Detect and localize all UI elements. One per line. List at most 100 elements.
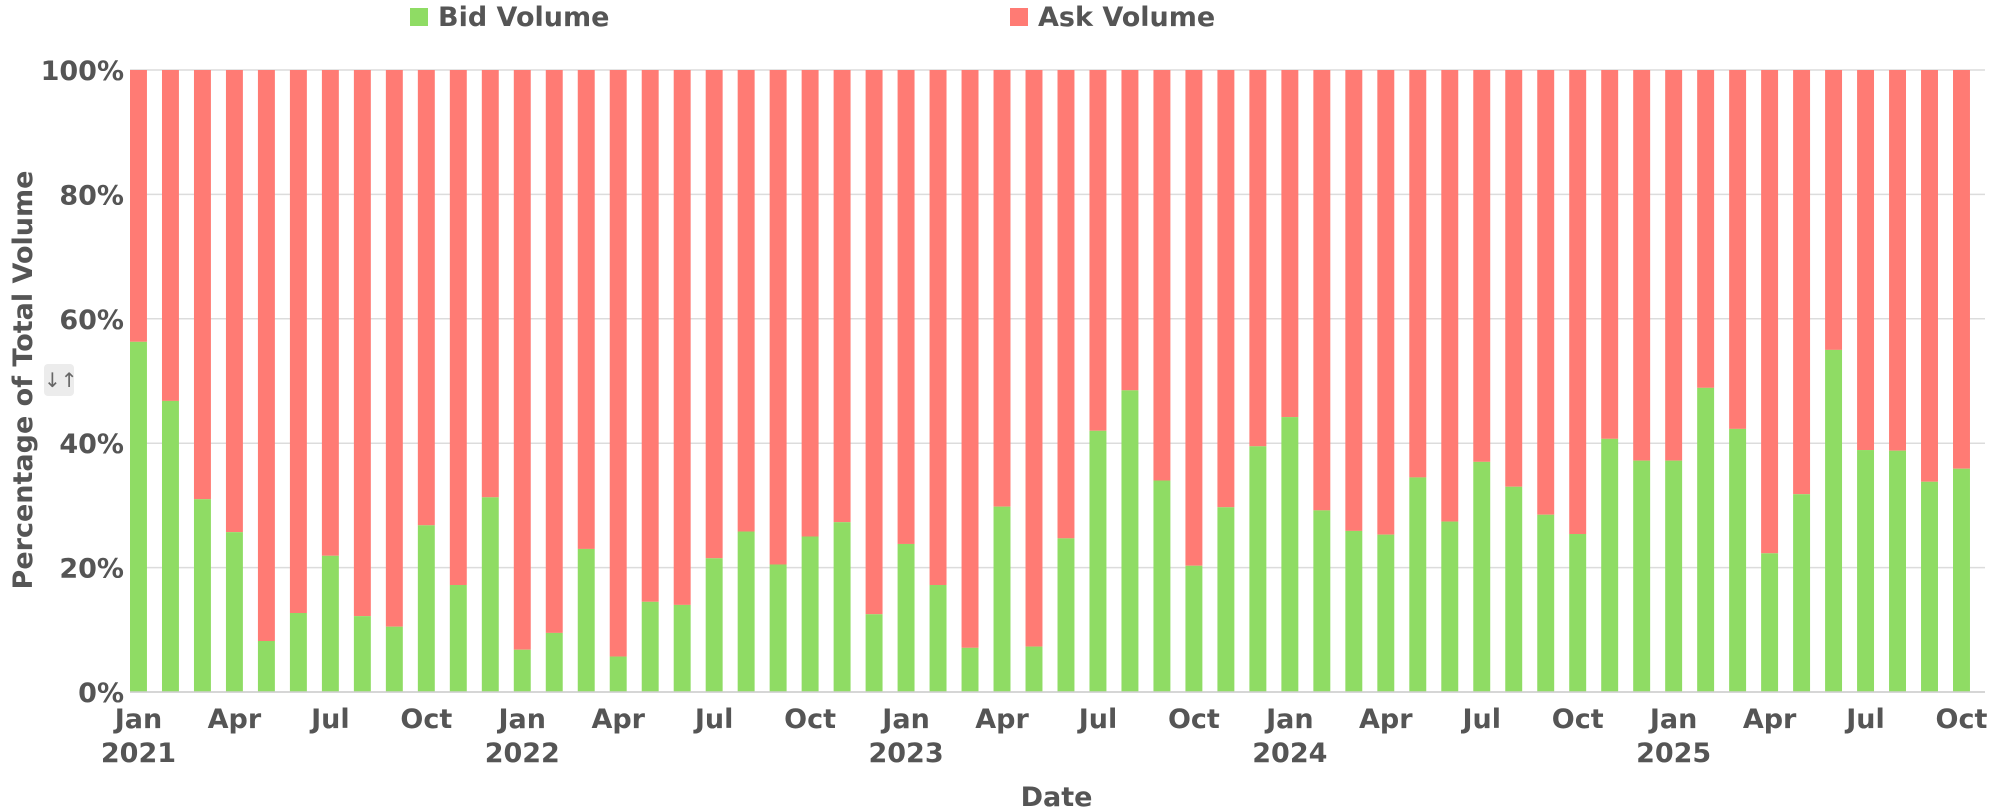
x-tick-year-label: 2025 bbox=[1636, 738, 1711, 769]
bar-ask bbox=[993, 70, 1011, 507]
bar-bid bbox=[897, 543, 915, 692]
bar-bid bbox=[321, 555, 339, 692]
x-tick-label: Apr bbox=[975, 704, 1029, 735]
y-tick-label: 40% bbox=[59, 429, 124, 460]
bar-ask bbox=[961, 70, 979, 648]
bar-ask bbox=[705, 70, 723, 559]
bar-bid bbox=[993, 506, 1011, 692]
x-tick-label: Jul bbox=[1844, 704, 1885, 735]
legend-ask[interactable]: Ask Volume bbox=[1010, 0, 1215, 34]
bar-ask bbox=[225, 70, 243, 533]
x-tick-label: Jan bbox=[880, 704, 930, 735]
bar-bid bbox=[513, 649, 531, 692]
x-tick-label: Jul bbox=[693, 704, 734, 735]
x-tick-label: Apr bbox=[1743, 704, 1797, 735]
x-tick-label: Jul bbox=[1460, 704, 1501, 735]
bar-ask bbox=[1537, 70, 1555, 515]
bar-ask bbox=[1505, 70, 1523, 487]
bar-bid bbox=[1569, 534, 1587, 692]
x-tick-label: Apr bbox=[1359, 704, 1413, 735]
bar-bid bbox=[481, 497, 499, 692]
bar-ask bbox=[1569, 70, 1587, 535]
bar-ask bbox=[1761, 70, 1779, 554]
bar-ask bbox=[385, 70, 403, 627]
bar-ask bbox=[513, 70, 531, 650]
bar-bid bbox=[1793, 494, 1811, 692]
bar-bid bbox=[609, 656, 627, 692]
bar-bid bbox=[1025, 646, 1043, 692]
x-tick-label: Jan bbox=[1264, 704, 1314, 735]
bar-ask bbox=[417, 70, 435, 526]
bar-ask bbox=[1217, 70, 1235, 508]
bar-bid bbox=[1249, 446, 1267, 692]
bar-ask bbox=[545, 70, 563, 633]
bar-ask bbox=[1953, 70, 1970, 469]
bar-bid bbox=[130, 341, 147, 692]
bar-bid bbox=[1153, 480, 1171, 692]
bar-bid bbox=[1281, 417, 1299, 692]
bar-bid bbox=[1729, 428, 1747, 692]
bar-ask bbox=[1185, 70, 1203, 566]
legend-bid-swatch bbox=[410, 8, 428, 26]
legend-bid-label: Bid Volume bbox=[438, 1, 610, 33]
bar-bid bbox=[801, 536, 819, 692]
bar-bid bbox=[545, 632, 563, 692]
bar-ask bbox=[577, 70, 595, 549]
x-tick-year-label: 2022 bbox=[485, 738, 560, 769]
bar-ask bbox=[897, 70, 915, 544]
y-axis-title: Percentage of Total Volume bbox=[8, 171, 39, 590]
bar-ask bbox=[1793, 70, 1811, 495]
bar-ask bbox=[257, 70, 275, 641]
bar-ask bbox=[1057, 70, 1075, 539]
bar-bid bbox=[705, 558, 723, 692]
bar-ask bbox=[1633, 70, 1651, 461]
y-axis-toggle-icon[interactable]: ↓↑ bbox=[44, 364, 78, 396]
bar-bid bbox=[1345, 530, 1363, 692]
y-tick-label: 20% bbox=[59, 554, 124, 585]
bar-ask bbox=[289, 70, 307, 614]
bar-ask bbox=[161, 70, 179, 401]
bar-bid bbox=[673, 604, 691, 692]
bar-ask bbox=[609, 70, 627, 657]
x-tick-label: Oct bbox=[1552, 704, 1604, 735]
bar-bid bbox=[1953, 468, 1970, 692]
bar-ask bbox=[1857, 70, 1875, 451]
bar-bid bbox=[929, 585, 947, 692]
legend-bid[interactable]: Bid Volume bbox=[410, 0, 609, 34]
bar-ask bbox=[737, 70, 755, 532]
bar-bid bbox=[353, 616, 371, 692]
bar-ask bbox=[1281, 70, 1299, 418]
bar-bid bbox=[1217, 507, 1235, 692]
bar-ask bbox=[353, 70, 371, 617]
bar-ask bbox=[673, 70, 691, 605]
x-tick-label: Oct bbox=[1168, 704, 1220, 735]
bar-ask bbox=[833, 70, 851, 523]
bar-ask bbox=[1921, 70, 1938, 482]
bar-bid bbox=[1889, 450, 1907, 692]
bar-bid bbox=[161, 400, 179, 692]
bar-bid bbox=[1601, 438, 1619, 692]
bar-bid bbox=[1473, 461, 1491, 692]
x-tick-label: Oct bbox=[784, 704, 836, 735]
bar-bid bbox=[1057, 538, 1075, 692]
x-tick-year-label: 2021 bbox=[101, 738, 176, 769]
bar-ask bbox=[929, 70, 947, 586]
x-tick-label: Jul bbox=[1077, 704, 1118, 735]
bar-ask bbox=[1825, 70, 1843, 350]
bar-bid bbox=[1185, 565, 1203, 692]
bar-bid bbox=[1089, 430, 1107, 692]
y-tick-label: 100% bbox=[41, 56, 124, 87]
bar-bid bbox=[833, 522, 851, 692]
x-tick-label: Apr bbox=[208, 704, 262, 735]
x-tick-label: Oct bbox=[400, 704, 452, 735]
bar-ask bbox=[1025, 70, 1043, 647]
bar-bid bbox=[1313, 510, 1331, 692]
bar-bid bbox=[1633, 460, 1651, 692]
bar-bid bbox=[193, 499, 211, 692]
bar-bid bbox=[1761, 553, 1779, 692]
x-tick-label: Jan bbox=[497, 704, 547, 735]
x-tick-label: Jan bbox=[113, 704, 163, 735]
bar-ask bbox=[1473, 70, 1491, 462]
bar-bid bbox=[225, 532, 243, 692]
